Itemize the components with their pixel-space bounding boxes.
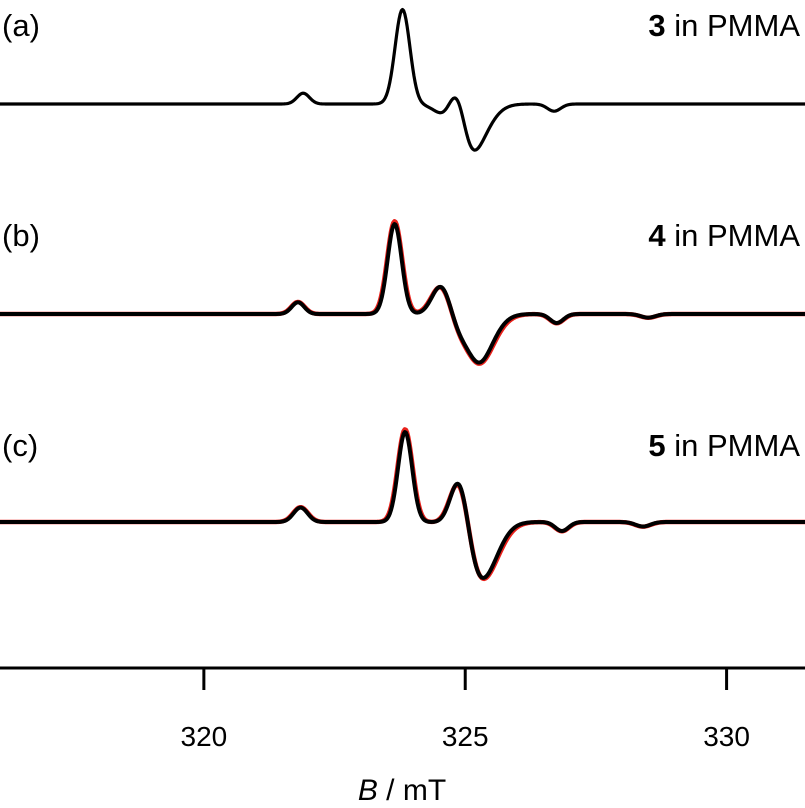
x-axis: 320 325 330 (0, 666, 805, 752)
panel-label: (a) (2, 8, 40, 43)
spectra-panels: (a) 3 in PMMA (b) 4 in PMMA (c) 5 in PMMA (0, 7, 805, 582)
sample-label: 4 in PMMA (648, 218, 800, 253)
sample-label: 3 in PMMA (648, 8, 800, 43)
sample-matrix: in PMMA (666, 428, 801, 463)
panel-label: (b) (2, 218, 40, 253)
panel-label: (c) (2, 428, 38, 463)
panel-b: (b) 4 in PMMA (0, 218, 805, 366)
x-axis-title: B / mT (358, 774, 446, 807)
experimental-spectrum-line (0, 7, 805, 152)
x-tick-label: 330 (703, 721, 750, 752)
sample-number: 3 (648, 8, 665, 43)
sample-number: 5 (648, 428, 665, 463)
sample-label: 5 in PMMA (648, 428, 800, 463)
panel-a: (a) 3 in PMMA (0, 7, 805, 152)
sample-matrix: in PMMA (666, 218, 801, 253)
x-axis-variable: B (358, 774, 378, 807)
experimental-spectrum-line (0, 430, 805, 580)
x-tick-label: 325 (442, 721, 489, 752)
x-tick-label: 320 (181, 721, 228, 752)
x-axis-unit: / mT (378, 774, 446, 807)
experimental-spectrum-line (0, 222, 805, 365)
panel-c: (c) 5 in PMMA (0, 427, 805, 582)
sample-number: 4 (648, 218, 666, 253)
sample-matrix: in PMMA (666, 8, 801, 43)
